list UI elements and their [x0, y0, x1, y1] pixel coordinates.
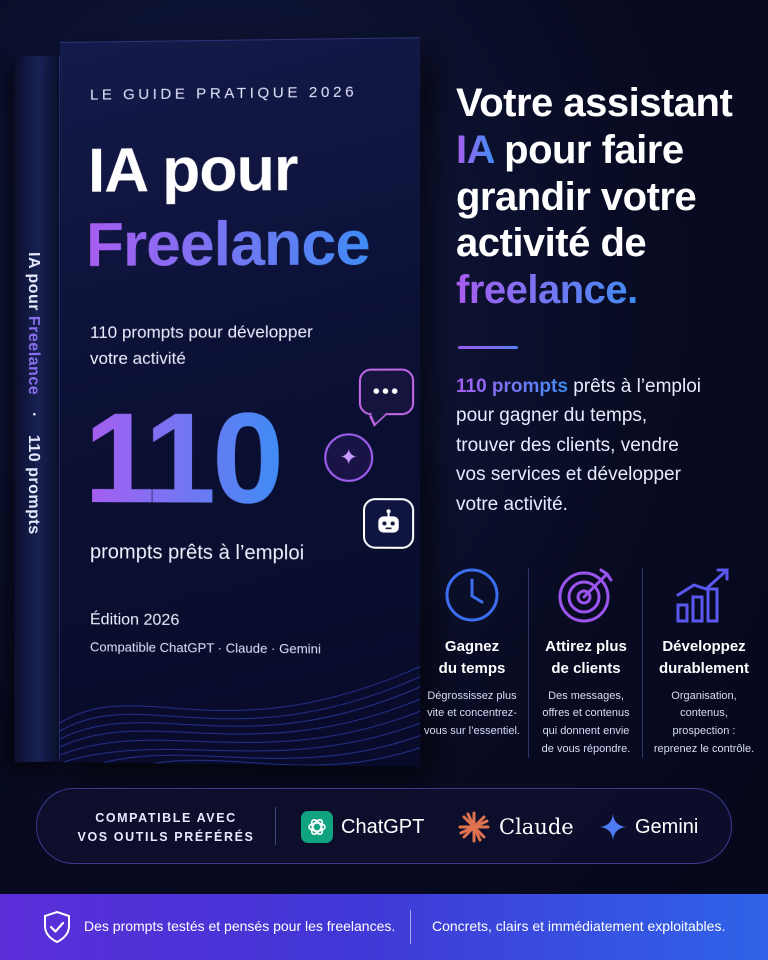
- banner-text-2: Concrets, clairs et immédiatement exploi…: [432, 918, 726, 934]
- feature-attract-clients: Attirez plus de clients Des messages, off…: [530, 562, 642, 759]
- growth-chart-icon: [648, 562, 760, 628]
- cover-compatible: Compatible ChatGPT · Claude · Gemini: [89, 639, 321, 657]
- book-cover: LE GUIDE PRATIQUE 2026 IA pour Freelance…: [60, 37, 421, 767]
- compatibility-bar: COMPATIBLE AVEC VOS OUTILS PRÉFÉRÉS Chat…: [36, 788, 732, 864]
- tool-chatgpt: ChatGPT: [301, 809, 424, 845]
- book-mockup: IA pour Freelance · 110 prompts LE GUIDE…: [14, 37, 421, 767]
- headline-underline: [458, 346, 518, 349]
- tool-claude: Claude: [457, 809, 574, 845]
- tool-gemini: Gemini: [599, 809, 698, 845]
- book-spine: IA pour Freelance · 110 prompts: [14, 55, 60, 763]
- clock-icon: [416, 562, 528, 628]
- description: 110 prompts prêts à l’emploi pour gagner…: [456, 376, 701, 515]
- chat-bubble-icon: •••: [358, 368, 415, 416]
- main-headline: Votre assistant IA pour faire grandir vo…: [456, 81, 733, 313]
- claude-logo-icon: [457, 810, 491, 844]
- banner-text-1: Des prompts testés et pensés pour les fr…: [84, 918, 396, 934]
- cover-edition: Édition 2026: [89, 611, 180, 630]
- target-icon: [530, 562, 642, 628]
- robot-icon: [362, 498, 415, 549]
- cover-title-line1: IA pour: [87, 134, 298, 206]
- chatgpt-logo-icon: [301, 811, 333, 843]
- feature-grow-durably: Développez durablement Organisation, cont…: [648, 562, 760, 759]
- cover-subtitle-line1: 110 prompts pour développer: [89, 322, 313, 342]
- sparkle-icon: ✦: [324, 433, 374, 482]
- feature-divider: [528, 568, 529, 758]
- gemini-logo-icon: [599, 813, 627, 841]
- feature-divider: [642, 568, 643, 758]
- cover-kicker: LE GUIDE PRATIQUE 2026: [89, 83, 358, 104]
- cover-big-caption: prompts prêts à l’emploi: [89, 541, 305, 565]
- bottom-banner: Des prompts testés et pensés pour les fr…: [0, 894, 768, 960]
- spine-title: IA pour Freelance · 110 prompts: [25, 251, 42, 535]
- tool-name: ChatGPT: [341, 815, 425, 838]
- compatibility-label: COMPATIBLE AVEC VOS OUTILS PRÉFÉRÉS: [77, 811, 255, 845]
- tool-name: Gemini: [635, 815, 699, 838]
- feature-save-time: Gagnez du temps Dégrossissez plus vite et…: [416, 562, 528, 741]
- tool-name: Claude: [499, 815, 574, 839]
- compatibility-divider: [275, 807, 276, 845]
- shield-check-icon: [44, 910, 70, 944]
- cover-subtitle-line2: votre activité: [89, 348, 186, 368]
- cover-big-number: 110: [83, 386, 280, 532]
- cover-title-line2: Freelance: [85, 208, 370, 280]
- banner-divider: [410, 910, 411, 944]
